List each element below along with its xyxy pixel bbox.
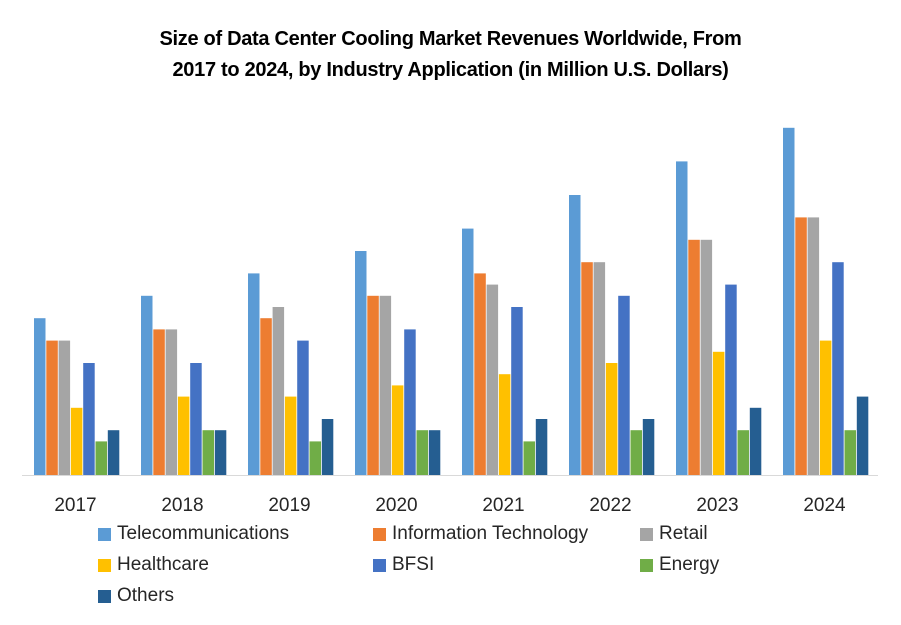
- legend-item-bfsi: BFSI: [373, 554, 434, 576]
- bar-others-2022: [642, 419, 655, 475]
- x-tick-labels: 2017 2018 2019 2020 2021 2022 2023 2024: [54, 495, 846, 516]
- legend-swatch: [640, 527, 653, 541]
- legend-item-others: Others: [98, 585, 174, 607]
- bar-healthcare-2023: [712, 351, 725, 475]
- bar-bfsi-2017: [83, 363, 95, 475]
- legend-swatch: [640, 558, 653, 572]
- bar-information-technology-2023: [688, 239, 700, 475]
- legend-item-retail: Retail: [640, 523, 708, 545]
- bar-others-2018: [214, 430, 227, 475]
- bar-others-2024: [856, 396, 869, 475]
- bar-bfsi-2023: [725, 284, 737, 475]
- legend-item-healthcare: Healthcare: [98, 554, 209, 576]
- x-tick-label-2023: 2023: [696, 495, 738, 516]
- bar-healthcare-2018: [177, 396, 190, 475]
- bar-energy-2017: [95, 441, 107, 475]
- bar-energy-2024: [844, 430, 856, 475]
- bar-energy-2020: [416, 430, 428, 475]
- bar-healthcare-2019: [284, 396, 297, 475]
- bar-telecommunications-2024: [783, 127, 795, 476]
- legend-item-telecommunications: Telecommunications: [98, 523, 289, 545]
- bar-others-2020: [428, 430, 441, 475]
- bar-telecommunications-2021: [462, 228, 474, 475]
- bar-energy-2021: [523, 441, 535, 475]
- bar-information-technology-2019: [260, 318, 272, 475]
- legend-label: Telecommunications: [117, 523, 290, 544]
- legend-swatch: [98, 558, 111, 572]
- legend-label: Energy: [659, 554, 720, 575]
- x-tick-label-2017: 2017: [54, 495, 96, 516]
- bar-energy-2022: [630, 430, 642, 475]
- bar-others-2021: [535, 419, 548, 475]
- legend-label: Others: [117, 585, 175, 606]
- bar-information-technology-2018: [153, 329, 165, 475]
- bar-healthcare-2024: [819, 340, 832, 475]
- bar-retail-2017: [58, 340, 71, 475]
- x-tick-label-2018: 2018: [161, 495, 203, 516]
- x-tick-label-2022: 2022: [589, 495, 631, 516]
- bar-bfsi-2021: [511, 307, 523, 475]
- legend-swatch: [373, 558, 386, 572]
- bar-bfsi-2018: [190, 363, 202, 475]
- legend-label: Healthcare: [117, 554, 209, 575]
- chart-title: Size of Data Center Cooling Market Reven…: [0, 24, 901, 86]
- bar-retail-2020: [379, 295, 392, 475]
- x-tick-label-2020: 2020: [375, 495, 417, 516]
- bar-information-technology-2024: [795, 217, 807, 475]
- bar-telecommunications-2017: [34, 318, 46, 475]
- bar-energy-2019: [309, 441, 321, 475]
- bar-retail-2022: [593, 262, 606, 475]
- bar-retail-2023: [700, 239, 713, 475]
- bar-healthcare-2017: [70, 407, 83, 475]
- legend-swatch: [98, 527, 111, 541]
- bar-energy-2023: [737, 430, 749, 475]
- bar-information-technology-2020: [367, 295, 379, 475]
- legend-label: BFSI: [392, 554, 435, 575]
- bar-information-technology-2017: [46, 340, 58, 475]
- bar-telecommunications-2020: [355, 251, 367, 475]
- bar-others-2019: [321, 419, 334, 475]
- bar-telecommunications-2018: [141, 295, 153, 475]
- bar-bfsi-2020: [404, 329, 416, 475]
- bar-information-technology-2022: [581, 262, 593, 475]
- x-tick-label-2024: 2024: [803, 495, 846, 516]
- bar-telecommunications-2022: [569, 195, 581, 475]
- bar-healthcare-2021: [498, 374, 511, 475]
- bar-information-technology-2021: [474, 273, 486, 475]
- legend-item-information-technology: Information Technology: [373, 523, 588, 545]
- x-tick-label-2021: 2021: [482, 495, 524, 516]
- bar-retail-2024: [807, 217, 820, 475]
- bar-others-2017: [107, 430, 120, 475]
- bar-bfsi-2019: [297, 340, 309, 475]
- legend-swatch: [98, 589, 111, 603]
- chart-title-line-1: Size of Data Center Cooling Market Reven…: [159, 28, 742, 50]
- bar-bfsi-2024: [832, 262, 844, 475]
- bars-group: [34, 127, 869, 476]
- bar-bfsi-2022: [618, 295, 630, 475]
- bar-retail-2019: [272, 307, 285, 475]
- x-tick-label-2019: 2019: [268, 495, 310, 516]
- bar-others-2023: [749, 407, 762, 475]
- legend-item-energy: Energy: [640, 554, 719, 576]
- bar-telecommunications-2019: [248, 273, 260, 475]
- bar-retail-2018: [165, 329, 178, 475]
- bar-telecommunications-2023: [676, 161, 688, 475]
- bar-healthcare-2020: [391, 385, 404, 475]
- legend-swatch: [373, 527, 386, 541]
- legend-label: Retail: [659, 523, 708, 544]
- bar-energy-2018: [202, 430, 214, 475]
- bar-retail-2021: [486, 284, 499, 475]
- bar-healthcare-2022: [605, 363, 618, 475]
- chart-title-line-2: 2017 to 2024, by Industry Application (i…: [172, 59, 729, 81]
- legend-label: Information Technology: [392, 523, 589, 544]
